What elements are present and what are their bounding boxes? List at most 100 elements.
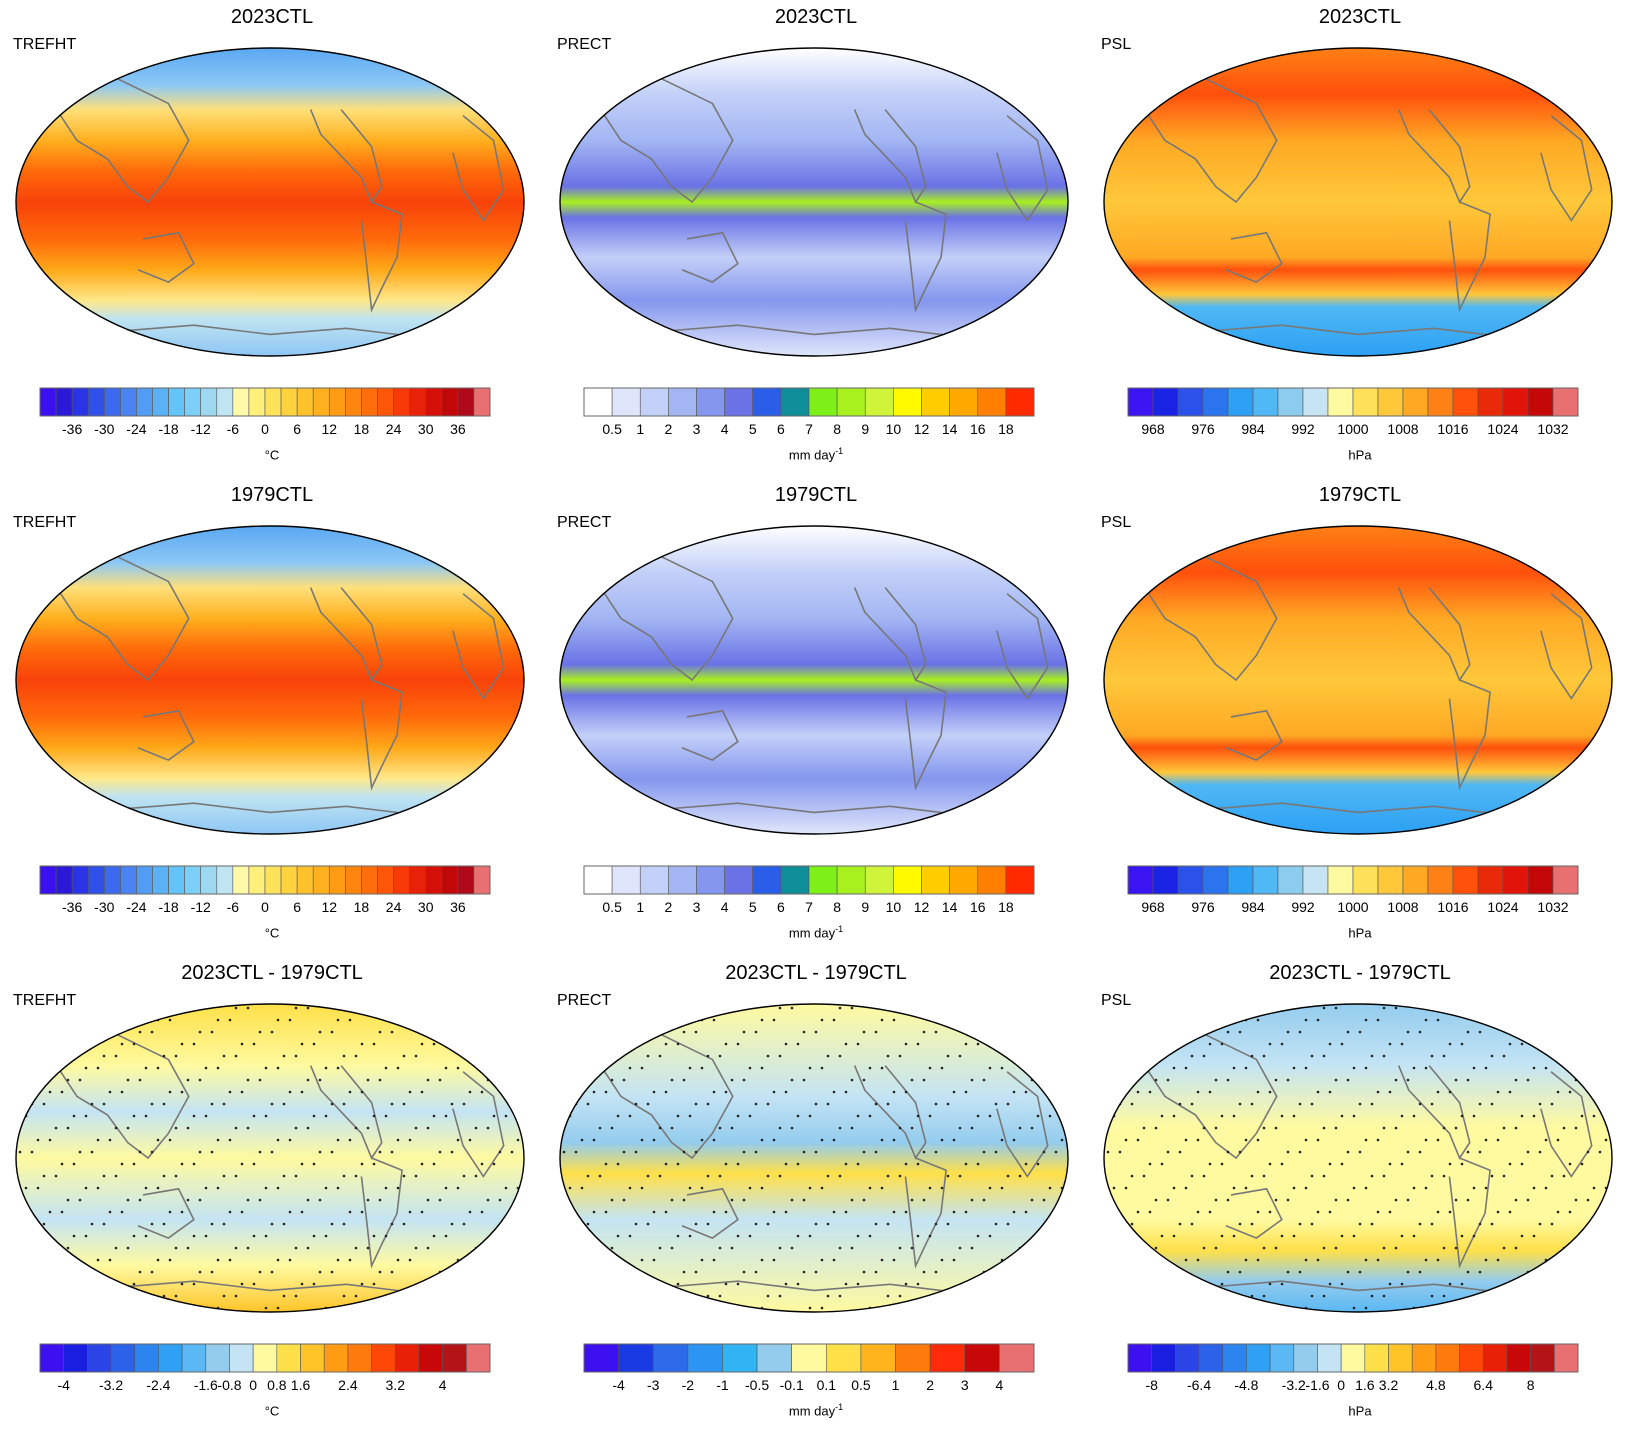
stipple-dot (1316, 1210, 1320, 1214)
stipple-dot (354, 1126, 358, 1130)
stipple-dot (1526, 1150, 1530, 1154)
stipple-dot (132, 1042, 136, 1046)
stipple-dot (856, 1042, 860, 1046)
stipple-dot (60, 1042, 64, 1046)
stipple-dot (664, 1090, 668, 1094)
stipple-dot (282, 1102, 286, 1106)
colorbar-tick-label: 3 (693, 421, 701, 437)
stipple-dot (1166, 1198, 1170, 1202)
stipple-dot (1036, 1234, 1040, 1238)
stipple-dot (150, 1030, 154, 1034)
stipple-dot (1358, 1150, 1362, 1154)
colorbar-tick-label: 1032 (1537, 421, 1568, 437)
colorbar-tick-label: 1 (636, 421, 644, 437)
stipple-dot (114, 1294, 118, 1298)
colorbar-segment (136, 387, 153, 417)
coastline (1540, 1071, 1593, 1178)
stipple-dot (796, 1042, 800, 1046)
stipple-dot (486, 1198, 490, 1202)
stipple-dot (1502, 1126, 1506, 1130)
stipple-dot (1520, 1162, 1524, 1166)
stipple-dot (904, 1042, 908, 1046)
colorbar-segment (473, 865, 491, 895)
stipple-dot (1466, 1030, 1470, 1034)
units-label: °C (264, 1403, 280, 1419)
stipple-dot (396, 1018, 400, 1022)
colorbar-segment (120, 865, 137, 895)
stipple-dot (1226, 1198, 1230, 1202)
stipple-dot (904, 1210, 908, 1214)
stipple-dot (604, 1162, 608, 1166)
stipple-dot (1178, 1030, 1182, 1034)
stipple-dot (78, 1270, 82, 1274)
stipple-dot (36, 1066, 40, 1070)
stipple-dot (150, 1270, 154, 1274)
stipple-dot (670, 1246, 674, 1250)
stipple-dot (1066, 1222, 1068, 1226)
stipple-dot (126, 1078, 130, 1082)
colorbar-tick-label: 8 (833, 421, 841, 437)
stipple-dot (784, 1210, 788, 1214)
stipple-dot (1018, 1054, 1022, 1058)
stipple-dot (820, 1258, 824, 1262)
stipple-dot (1334, 1078, 1338, 1082)
colorbar-segment (1127, 1343, 1152, 1373)
stipple-dot (1592, 1066, 1596, 1070)
stipple-dot (348, 1018, 352, 1022)
stipple-dot (498, 1150, 502, 1154)
stipple-dot (1184, 1138, 1188, 1142)
colorbar-segment (248, 865, 266, 895)
stipple-dot (42, 1294, 46, 1298)
map-psl-1979 (1103, 525, 1613, 835)
stipple-dot (1244, 1258, 1248, 1262)
stipple-dot (964, 1090, 968, 1094)
stipple-dot (342, 1294, 346, 1298)
stipple-dot (868, 1114, 872, 1118)
stipple-dot (1304, 1258, 1308, 1262)
stipple-dot (1610, 1102, 1612, 1106)
stipple-dot (456, 1018, 460, 1022)
stipple-dot (1334, 1006, 1338, 1010)
stipple-dot (126, 1126, 130, 1130)
stipple-dot (1316, 1138, 1320, 1142)
stipple-dot (778, 1246, 782, 1250)
stipple-dot (832, 1018, 836, 1022)
colorbar-tick-label: 5 (749, 421, 757, 437)
map-field (1104, 526, 1612, 834)
stipple-dot (1406, 1078, 1410, 1082)
stipple-dot (880, 1066, 884, 1070)
stipple-dot (1550, 1294, 1554, 1298)
stipple-dot (48, 1210, 52, 1214)
colorbar-segment (1411, 1343, 1437, 1373)
colorbar-segment (1352, 387, 1379, 417)
colorbar-tick-label: 6 (777, 899, 785, 915)
stipple-dot (1042, 1270, 1046, 1274)
stipple-dot (132, 1162, 136, 1166)
colorbar-segment (583, 387, 613, 417)
stipple-dot (808, 1234, 812, 1238)
colorbar-tick-label: 6 (777, 421, 785, 437)
stipple-dot (246, 1078, 250, 1082)
coastline (1143, 1034, 1278, 1160)
stipple-dot (24, 1234, 28, 1238)
colorbar-segment (152, 865, 169, 895)
stipple-dot (120, 1210, 124, 1214)
stipple-dot (318, 1150, 322, 1154)
stipple-dot (832, 1210, 836, 1214)
stipple-dot (1466, 1198, 1470, 1202)
map-prect-1979 (559, 525, 1069, 835)
coastline (137, 1187, 195, 1239)
colorbar-segment (1151, 1343, 1176, 1373)
stipple-dot (18, 1270, 22, 1274)
stipple-dot (354, 1054, 358, 1058)
stipple-dot (580, 1138, 584, 1142)
stipple-dot (1508, 1282, 1512, 1286)
stipple-dot (616, 1234, 620, 1238)
colorbar-segment (229, 1343, 254, 1373)
colorbar-tick-label: 1 (892, 1377, 900, 1393)
colorbar-segment (696, 387, 725, 417)
stipple-dot (844, 1282, 848, 1286)
stipple-dot (282, 1174, 286, 1178)
stipple-dot (592, 1138, 596, 1142)
stipple-dot (378, 1150, 382, 1154)
